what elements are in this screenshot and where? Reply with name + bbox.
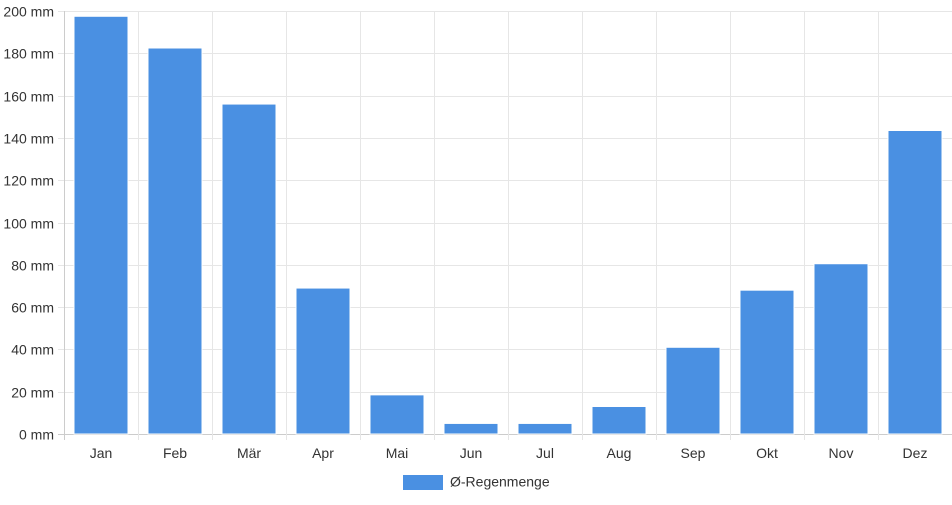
x-tick-label: Feb	[163, 445, 187, 461]
x-axis-tick-labels: Jan Feb Mär Apr Mai Jun Jul Aug Sep Okt Nov Dez	[90, 445, 928, 461]
bar-dez[interactable]	[887, 130, 943, 435]
y-tick-label: 20 mm	[11, 385, 54, 401]
x-tick-label: Aug	[607, 445, 632, 461]
y-tick-label: 160 mm	[3, 89, 54, 105]
x-tick-label: Mai	[386, 445, 409, 461]
bar-apr[interactable]	[295, 287, 351, 435]
bar-mär[interactable]	[221, 103, 277, 435]
bars	[73, 15, 943, 435]
bar-feb[interactable]	[147, 47, 203, 435]
legend[interactable]: Ø-Regenmenge	[403, 474, 550, 491]
bar-nov[interactable]	[813, 263, 869, 435]
x-tick-label: Okt	[756, 445, 778, 461]
y-tick-label: 40 mm	[11, 342, 54, 358]
y-tick-label: 80 mm	[11, 258, 54, 274]
bar-sep[interactable]	[665, 346, 721, 435]
x-tick-label: Jan	[90, 445, 113, 461]
y-tick-label: 60 mm	[11, 300, 54, 316]
y-tick-label: 120 mm	[3, 173, 54, 189]
bar-jul[interactable]	[517, 422, 573, 435]
bar-okt[interactable]	[739, 289, 795, 435]
x-tick-label: Apr	[312, 445, 334, 461]
x-tick-label: Jun	[460, 445, 483, 461]
legend-label[interactable]: Ø-Regenmenge	[450, 474, 550, 490]
y-tick-label: 180 mm	[3, 46, 54, 62]
y-axis-tick-labels: 0 mm 20 mm 40 mm 60 mm 80 mm 100 mm 120 mm 140 …	[3, 4, 54, 443]
bar-mai[interactable]	[369, 394, 425, 435]
y-tick-label: 200 mm	[3, 4, 54, 20]
bar-aug[interactable]	[591, 406, 647, 435]
grid-lines	[58, 11, 952, 440]
x-tick-label: Mär	[237, 445, 261, 461]
bar-jun[interactable]	[443, 422, 499, 435]
x-tick-label: Sep	[681, 445, 706, 461]
x-tick-label: Dez	[903, 445, 928, 461]
x-tick-label: Jul	[536, 445, 554, 461]
y-tick-label: 0 mm	[19, 427, 54, 443]
legend-swatch[interactable]	[403, 475, 443, 490]
y-tick-label: 100 mm	[3, 216, 54, 232]
y-tick-label: 140 mm	[3, 131, 54, 147]
x-tick-label: Nov	[829, 445, 854, 461]
bar-jan[interactable]	[73, 15, 129, 435]
